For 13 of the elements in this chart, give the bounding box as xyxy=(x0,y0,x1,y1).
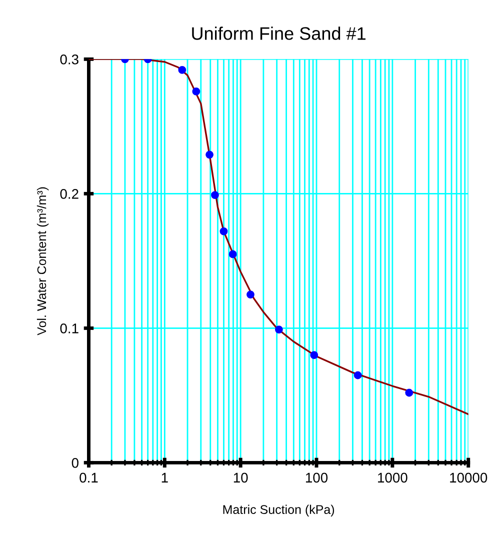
y-tick-label: 0.1 xyxy=(60,324,78,334)
x-tick-label: 10 xyxy=(234,472,248,483)
y-axis-title: Vol. Water Content (m³/m³) xyxy=(36,187,49,336)
y-tick-label: 0.2 xyxy=(60,189,78,199)
x-tick-label: 100 xyxy=(306,472,328,483)
x-tick-label: 10000 xyxy=(450,472,488,483)
x-axis-title: Matric Suction (kPa) xyxy=(223,504,334,516)
y-tick-label: 0 xyxy=(72,458,78,468)
x-tick-label: 1000 xyxy=(378,472,408,483)
x-tick-label: 0.1 xyxy=(80,472,98,483)
y-tick-label: 0.3 xyxy=(60,54,78,64)
chart-title: Uniform Fine Sand #1 xyxy=(192,26,366,40)
x-tick-label: 1 xyxy=(162,472,168,482)
